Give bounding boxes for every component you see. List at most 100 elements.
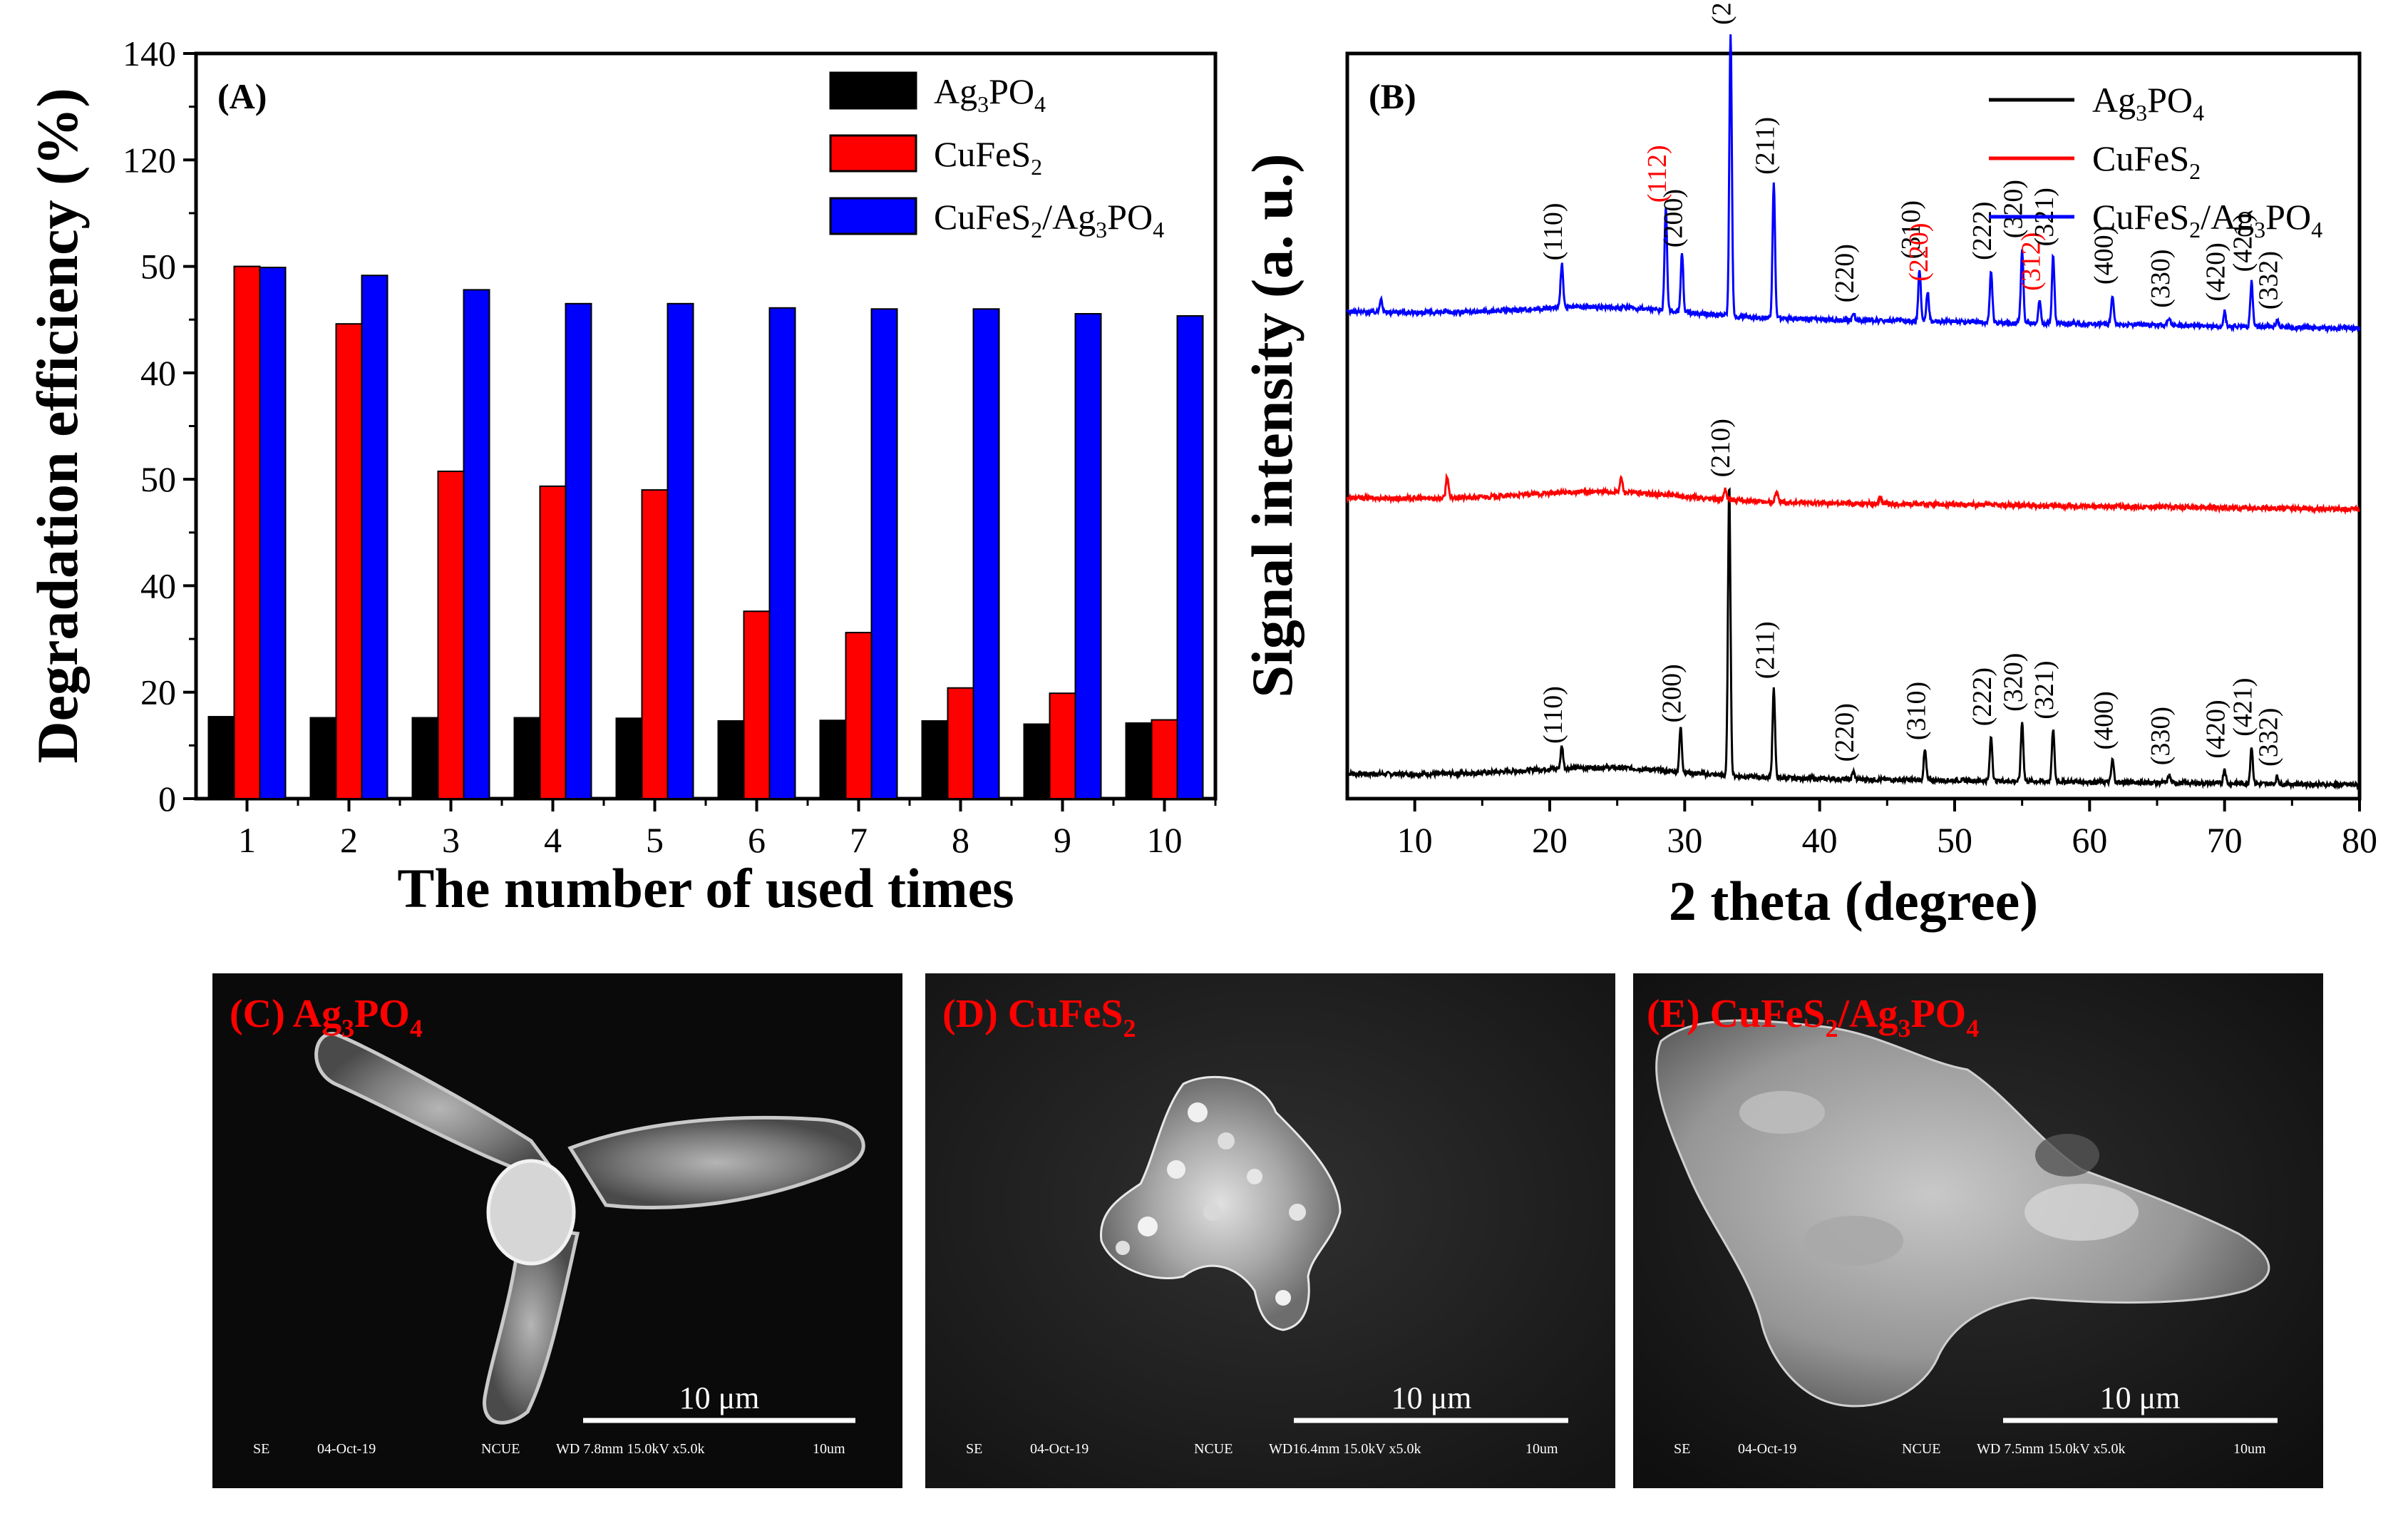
- sem-c-info-mode: SE: [253, 1441, 269, 1457]
- bar-cufes2-9: [1049, 692, 1076, 800]
- legend-b-ag3po4-label: Ag3PO4: [2092, 80, 2204, 126]
- panel-b-x-tick-label: 30: [1667, 820, 1702, 860]
- bar-cufes2-ag3po4-4: [565, 302, 592, 800]
- panel-a-bars: [207, 265, 1204, 800]
- legend-a-composite: CuFeS2/Ag3PO4: [829, 197, 1164, 242]
- legend-b-composite-label: CuFeS2/Ag3PO4: [2092, 197, 2322, 242]
- legend-a-cufes2-label: CuFeS2: [934, 134, 1042, 180]
- peak-label-cufes2-ag3po4: (332): [2254, 251, 2284, 309]
- bar-cufes2-5: [641, 489, 669, 799]
- peak-label-ag3po4: (211): [1750, 621, 1780, 679]
- bar-ag3po4-10: [1125, 722, 1153, 799]
- peak-label-cufes2-ag3po4: (312): [2016, 232, 2046, 291]
- sem-c-arm-bottom: [483, 1224, 580, 1425]
- bar-cufes2-4: [539, 485, 567, 799]
- bar-cufes2-ag3po4-1: [259, 267, 287, 800]
- sem-e-info-lab: NCUE: [1902, 1441, 1940, 1457]
- panel-a-y-tick-label: 50: [140, 247, 176, 287]
- peak-label-cufes2-ag3po4: (400): [2089, 226, 2119, 285]
- sem-e-flake: [1804, 1216, 1903, 1266]
- sem-d-grain: [1138, 1217, 1158, 1236]
- sem-d-grain: [1218, 1132, 1235, 1149]
- sem-e-scale-label: 10 μm: [2100, 1381, 2181, 1415]
- pattern-ag3po4: [1347, 487, 2361, 791]
- sem-e-flake: [1739, 1091, 1825, 1134]
- bar-ag3po4-8: [921, 720, 949, 799]
- sem-d-grain: [1275, 1290, 1291, 1306]
- panel-b-x-tick-label: 20: [1532, 820, 1568, 860]
- bar-cufes2-2: [335, 323, 363, 799]
- peak-label-ag3po4: (220): [1830, 703, 1860, 762]
- legend-a-composite-swatch: [829, 197, 917, 235]
- sem-image-d: (D) CuFeS2 10 μm SE 04-Oct-19 NCUE WD16.…: [925, 973, 1615, 1488]
- panel-a-x-tick-label: 1: [238, 820, 256, 860]
- sem-d-grain: [1289, 1204, 1306, 1221]
- panel-a-y-tick-label: 50: [140, 459, 176, 499]
- panel-a-y-axis-title: Degradation efficiency (%): [25, 88, 90, 763]
- sem-d-info-mode: SE: [966, 1441, 982, 1457]
- peak-label-ag3po4: (222): [1967, 667, 1997, 726]
- peak-label-cufes2-ag3po4: (220): [1904, 222, 1934, 281]
- panel-b-y-axis-title: Signal intensity (a. u.): [1240, 153, 1305, 697]
- panel-a-x-tick-label: 10: [1147, 820, 1183, 860]
- peak-label-ag3po4: (320): [1999, 653, 2029, 712]
- pattern-cufes2-ag3po4: [1346, 34, 2361, 334]
- panel-a-x-tick-label: 3: [442, 820, 460, 860]
- bar-cufes2-ag3po4-10: [1176, 314, 1204, 800]
- sem-d-info-params: WD16.4mm 15.0kV x5.0k: [1269, 1441, 1421, 1457]
- panel-a-x-ticks: 1 2 3 4 5 6 7 8 9 10: [238, 799, 1217, 860]
- bar-cufes2-ag3po4-2: [361, 275, 389, 799]
- legend-a-ag3po4-label: Ag3PO4: [934, 71, 1046, 117]
- peak-label-cufes2-ag3po4: (421): [2228, 213, 2258, 272]
- peak-label-cufes2-ag3po4: (330): [2146, 249, 2176, 307]
- panel-a-y-tick-label: 140: [123, 34, 176, 73]
- legend-b-cufes2: CuFeS2: [1989, 138, 2201, 184]
- sem-c-scale-label: 10 μm: [679, 1381, 760, 1415]
- sem-e-title: (E) CuFeS2/Ag3PO4: [1647, 992, 1979, 1043]
- sem-c-center-crystal: [486, 1159, 576, 1266]
- peak-label-ag3po4: (321): [2029, 660, 2059, 719]
- peak-label-ag3po4: (332): [2254, 708, 2284, 767]
- panel-b-x-ticks: 10 20 30 40 50 60 70 80: [1397, 799, 2377, 860]
- peak-label-ag3po4: (420): [2201, 700, 2231, 758]
- sem-e-info-bar: SE 04-Oct-19 NCUE WD 7.5mm 15.0kV x5.0k …: [1674, 1441, 2266, 1457]
- peak-label-cufes2-ag3po4: (200): [1659, 189, 1689, 247]
- peak-label-ag3po4: (421): [2228, 677, 2258, 736]
- peak-label-cufes2-ag3po4: (210): [1707, 0, 1737, 25]
- panel-a-y-tick-label: 40: [140, 353, 176, 393]
- panel-a-y-tick-label: 20: [140, 672, 176, 712]
- bar-ag3po4-4: [513, 717, 541, 799]
- panel-a-y-tick-label: 0: [158, 779, 176, 819]
- bar-ag3po4-1: [207, 716, 235, 799]
- panel-a-bar-chart: (A) 0 20 40 50 40 50 120 140 1 2 3 4 5 6 7 8 9 10 Degrad…: [25, 34, 1218, 919]
- sem-e-dark-pore: [2035, 1134, 2099, 1177]
- panel-a-x-tick-label: 2: [340, 820, 358, 860]
- panel-a-legend: Ag3PO4 CuFeS2 CuFeS2/Ag3PO4: [829, 71, 1164, 242]
- panel-b-legend: Ag3PO4 CuFeS2 CuFeS2/Ag3PO4: [1989, 80, 2322, 242]
- sem-image-c: (C) Ag3PO4 10 μm SE 04-Oct-19 NCUE WD 7.…: [212, 973, 902, 1488]
- panel-a-x-tick-label: 8: [952, 820, 969, 860]
- peak-label-cufes2-ag3po4: (110): [1538, 203, 1568, 260]
- bar-ag3po4-3: [411, 717, 439, 799]
- sem-d-particle-cluster: [1099, 1075, 1342, 1331]
- peak-label-ag3po4: (110): [1538, 686, 1568, 744]
- sem-e-info-params: WD 7.5mm 15.0kV x5.0k: [1977, 1441, 2126, 1457]
- bar-ag3po4-2: [309, 717, 337, 799]
- panel-b-x-axis-title: 2 theta (degree): [1669, 870, 2038, 932]
- sem-d-grain: [1203, 1204, 1220, 1221]
- sem-d-info-bar: SE 04-Oct-19 NCUE WD16.4mm 15.0kV x5.0k …: [966, 1441, 1558, 1457]
- sem-d-grain: [1188, 1102, 1208, 1122]
- panel-a-x-tick-label: 6: [748, 820, 766, 860]
- legend-b-cufes2-label: CuFeS2: [2092, 138, 2201, 184]
- legend-b-composite: CuFeS2/Ag3PO4: [1989, 197, 2322, 242]
- sem-c-tetrapod-particle: [314, 1032, 865, 1425]
- bar-cufes2-ag3po4-9: [1074, 313, 1102, 799]
- sem-d-info-date: 04-Oct-19: [1030, 1441, 1089, 1457]
- bar-cufes2-3: [437, 470, 465, 799]
- panel-a-x-tick-label: 9: [1054, 820, 1071, 860]
- panel-a-x-tick-label: 5: [646, 820, 664, 860]
- panel-a-x-tick-label: 7: [850, 820, 868, 860]
- sem-c-info-date: 04-Oct-19: [317, 1441, 376, 1457]
- panel-a-label: (A): [217, 76, 267, 116]
- bar-cufes2-ag3po4-6: [768, 307, 796, 799]
